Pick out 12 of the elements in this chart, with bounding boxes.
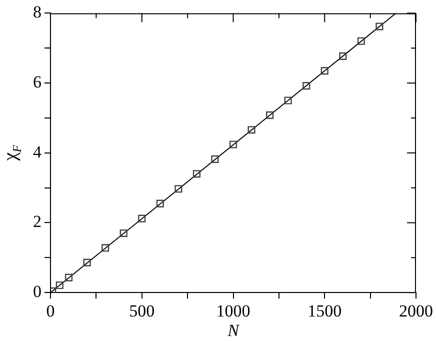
y-tick-label: 2 (33, 212, 42, 232)
x-axis-title: N (226, 320, 241, 340)
y-axis-title: χF (0, 144, 24, 162)
y-tick-label: 6 (33, 72, 42, 92)
y-tick-label: 8 (33, 2, 42, 22)
y-tick-label: 0 (33, 282, 42, 302)
x-tick-label: 1000 (216, 301, 250, 320)
x-tick-label: 1500 (308, 301, 342, 320)
x-tick-label: 500 (129, 301, 155, 320)
y-tick-label: 4 (33, 142, 42, 162)
x-tick-label: 0 (46, 301, 55, 320)
x-tick-label: 2000 (399, 301, 433, 320)
